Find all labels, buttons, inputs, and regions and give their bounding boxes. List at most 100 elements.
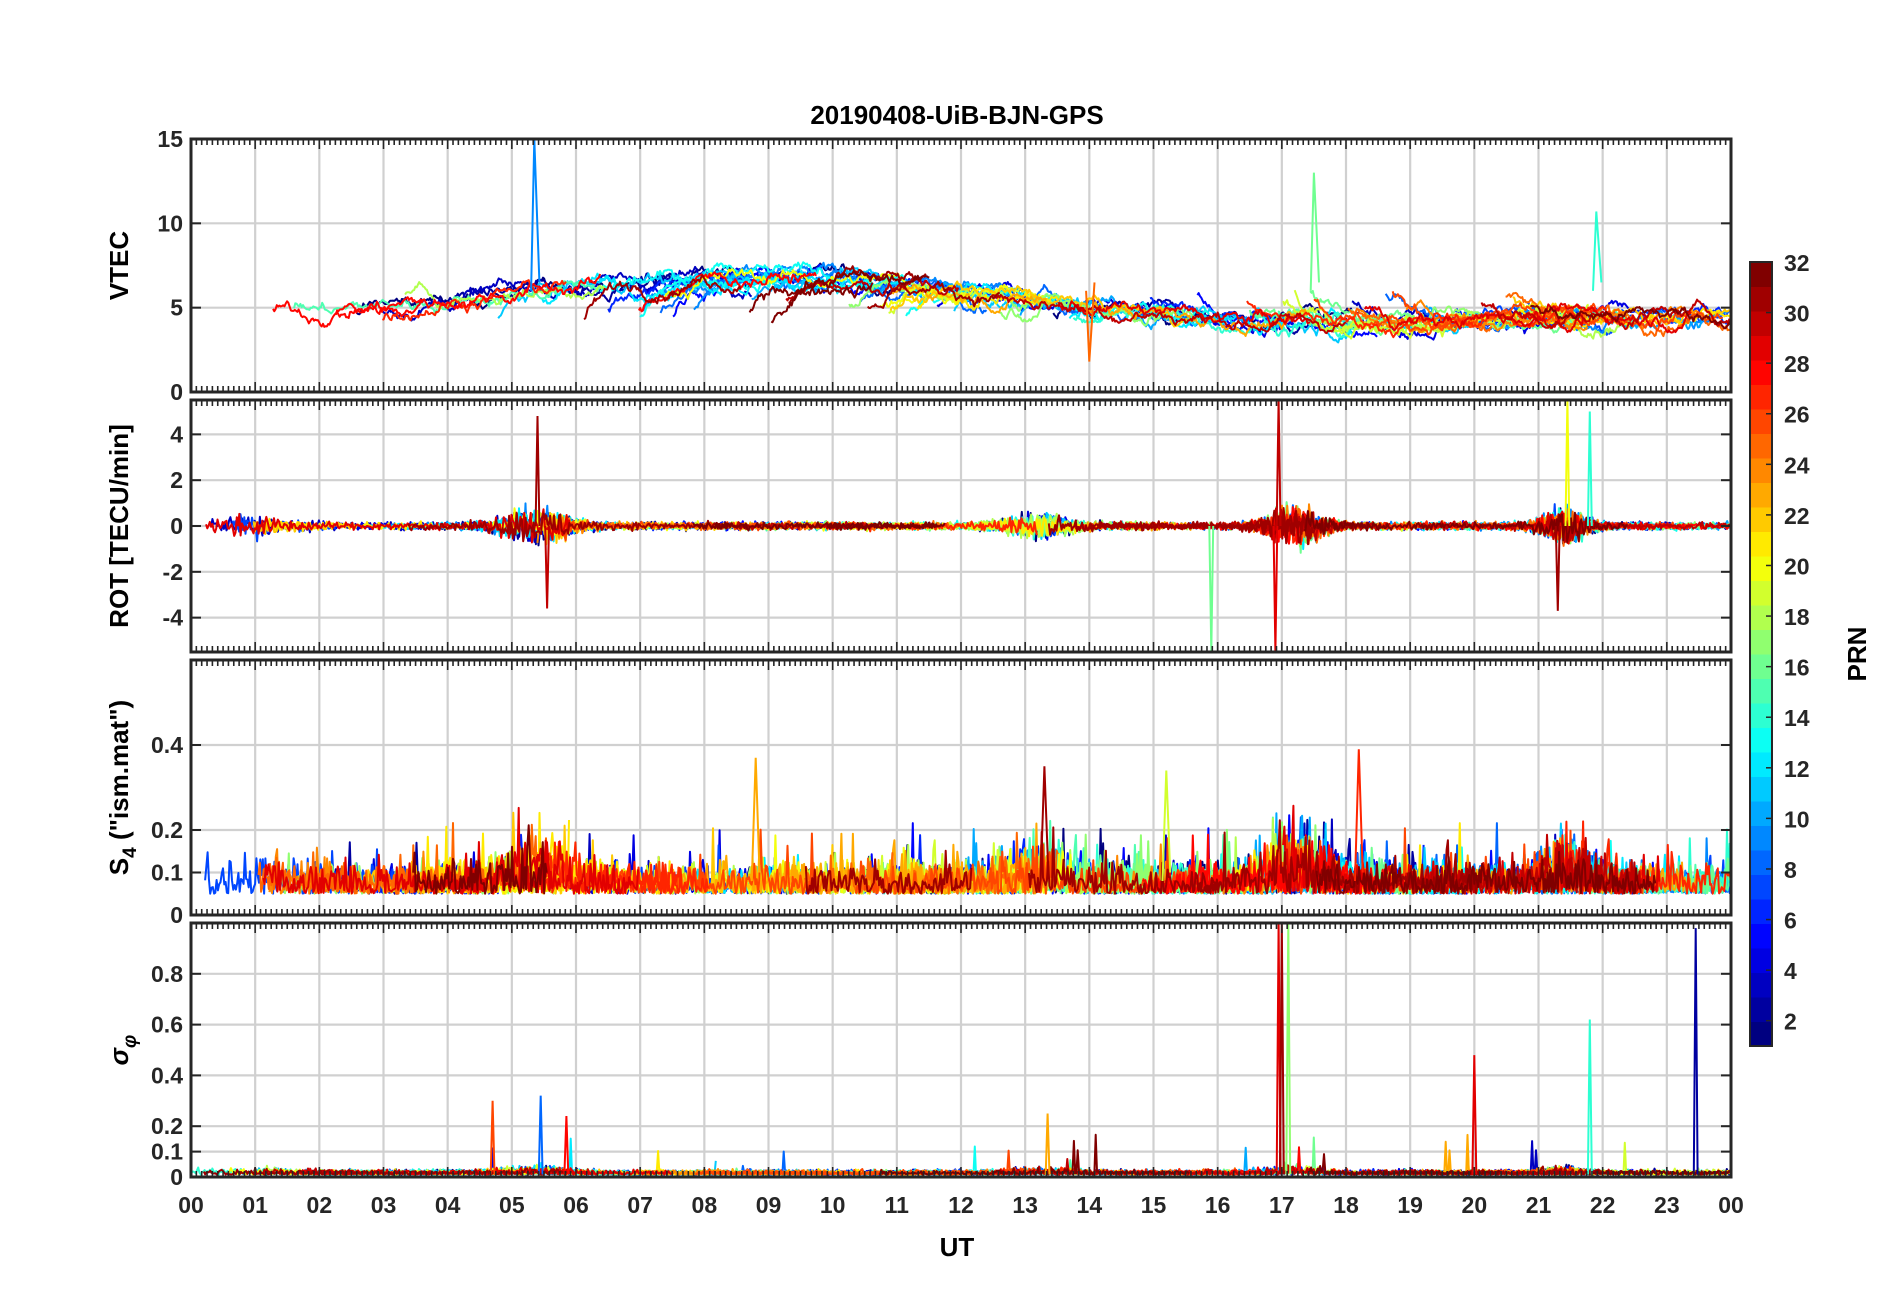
y-tick-label: 4 — [170, 421, 183, 447]
colorbar-band — [1750, 997, 1772, 1022]
x-tick-label: 10 — [820, 1192, 846, 1218]
colorbar-band — [1750, 605, 1772, 630]
event-mark-3 — [1085, 282, 1096, 362]
event-mark-2 — [1272, 525, 1279, 652]
colorbar-tick-label: 26 — [1784, 402, 1810, 428]
colorbar-band — [1750, 262, 1772, 287]
event-mark-8 — [563, 1115, 570, 1175]
series-line-prn-30 — [262, 1167, 404, 1176]
event-mark-1 — [1278, 923, 1285, 1175]
colorbar-tick-label: 20 — [1784, 553, 1810, 579]
x-tick-label: 01 — [242, 1192, 268, 1218]
event-mark-1 — [544, 525, 550, 609]
colorbar-band — [1750, 752, 1772, 777]
series-line-prn-32 — [770, 282, 874, 324]
y-tick-label: 0 — [170, 513, 183, 539]
x-tick-label: 11 — [885, 1192, 910, 1218]
series-line-prn-32 — [1588, 1169, 1731, 1176]
y-tick-label: 0.6 — [151, 1012, 183, 1038]
event-mark-6 — [1554, 525, 1561, 611]
series-line-prn-18 — [404, 281, 606, 310]
colorbar-band — [1750, 458, 1772, 483]
series-line-prn-31 — [788, 265, 927, 304]
event-mark-3 — [1275, 400, 1282, 527]
colorbar-band — [1750, 482, 1772, 508]
x-minor-ticks — [190, 139, 1732, 392]
colorbar-band — [1750, 311, 1772, 336]
y-tick-label: -2 — [163, 559, 183, 585]
x-tick-label: 21 — [1526, 1192, 1552, 1218]
colorbar-band — [1750, 972, 1772, 998]
y-axis-label-rot: ROT [TECU/min] — [104, 424, 134, 628]
x-tick-label: 00 — [1718, 1192, 1744, 1218]
series-line-prn-28 — [272, 296, 423, 328]
colorbar-band — [1750, 531, 1772, 557]
y-tick-label: 10 — [157, 210, 183, 236]
event-mark-0 — [534, 415, 541, 527]
x-axis-label: UT — [940, 1232, 975, 1262]
series-line-prn-30 — [991, 293, 1347, 335]
event-mark-1 — [1309, 172, 1320, 291]
y-tick-label: 2 — [170, 467, 183, 493]
colorbar-band — [1750, 801, 1772, 826]
panel-sigma_phi: 00.10.2 0.4 0.6 0.8 σφ — [104, 921, 1733, 1190]
colorbar-band — [1750, 703, 1772, 728]
series-group — [205, 400, 1731, 652]
colorbar-label: PRN — [1842, 627, 1872, 682]
x-tick-label: 15 — [1141, 1192, 1167, 1218]
series-line-prn-29 — [262, 806, 640, 895]
series-line-prn-26 — [1313, 298, 1596, 336]
x-tick-label: 08 — [692, 1192, 718, 1218]
event-mark-9 — [1044, 1113, 1051, 1175]
colorbar-tick-label: 8 — [1784, 857, 1797, 883]
event-mark-3 — [1161, 770, 1172, 882]
event-mark-1 — [750, 757, 761, 882]
y-tick-label: 0.4 — [151, 732, 183, 758]
series-line-prn-31 — [583, 274, 742, 321]
colorbar-band — [1750, 923, 1772, 949]
y-axis-label-sigma_phi: σφ — [104, 1035, 141, 1066]
event-mark-2 — [1039, 766, 1050, 882]
series-line-prn-32 — [412, 824, 548, 895]
series-line-prn-32 — [1303, 510, 1628, 544]
series-line-prn-31 — [804, 849, 973, 895]
colorbar-band — [1750, 629, 1772, 655]
chart-title: 20190408-UiB-BJN-GPS — [810, 100, 1103, 130]
colorbar-tick-label: 10 — [1784, 806, 1810, 832]
series-line-prn-29 — [205, 508, 571, 544]
x-tick-label: 20 — [1462, 1192, 1488, 1218]
series-group — [204, 749, 1731, 895]
colorbar-band — [1750, 899, 1772, 924]
colorbar-band — [1750, 433, 1772, 459]
colorbar-tick-label: 18 — [1784, 604, 1810, 630]
colorbar-tick-label: 6 — [1784, 908, 1797, 934]
colorbar-band — [1750, 507, 1772, 532]
colorbar-band — [1750, 654, 1772, 679]
x-tick-label: 17 — [1269, 1192, 1295, 1218]
y-axis-label-vtec: VTEC — [104, 231, 134, 301]
colorbar-band — [1750, 556, 1772, 581]
x-tick-label: 04 — [435, 1192, 461, 1218]
colorbar-band — [1750, 825, 1772, 851]
y-tick-label: 5 — [170, 295, 183, 321]
series-line-prn-31 — [1027, 826, 1220, 895]
colorbar-tick-label: 28 — [1784, 351, 1810, 377]
y-tick-label: 0.2 — [151, 1113, 183, 1139]
series-line-prn-32 — [748, 270, 930, 313]
x-minor-ticks — [190, 923, 1732, 1177]
colorbar-band — [1750, 850, 1772, 875]
x-tick-label: 14 — [1077, 1192, 1103, 1218]
series-line-prn-27 — [1246, 300, 1624, 339]
x-tick-label: 16 — [1205, 1192, 1231, 1218]
event-mark-4 — [1208, 525, 1215, 652]
event-mark-4 — [1586, 1019, 1593, 1175]
y-tick-label: 0 — [170, 379, 183, 405]
series-line-prn-28 — [1424, 512, 1731, 544]
x-axis: 00 01 02 03 04 05 06 07 08 09 10 11 12 13 14 15 16 17 18 19… — [178, 1192, 1744, 1218]
colorbar-tick-label: 14 — [1784, 705, 1810, 731]
x-minor-ticks — [190, 660, 1732, 915]
y-tick-label: 0.1 — [151, 860, 183, 886]
